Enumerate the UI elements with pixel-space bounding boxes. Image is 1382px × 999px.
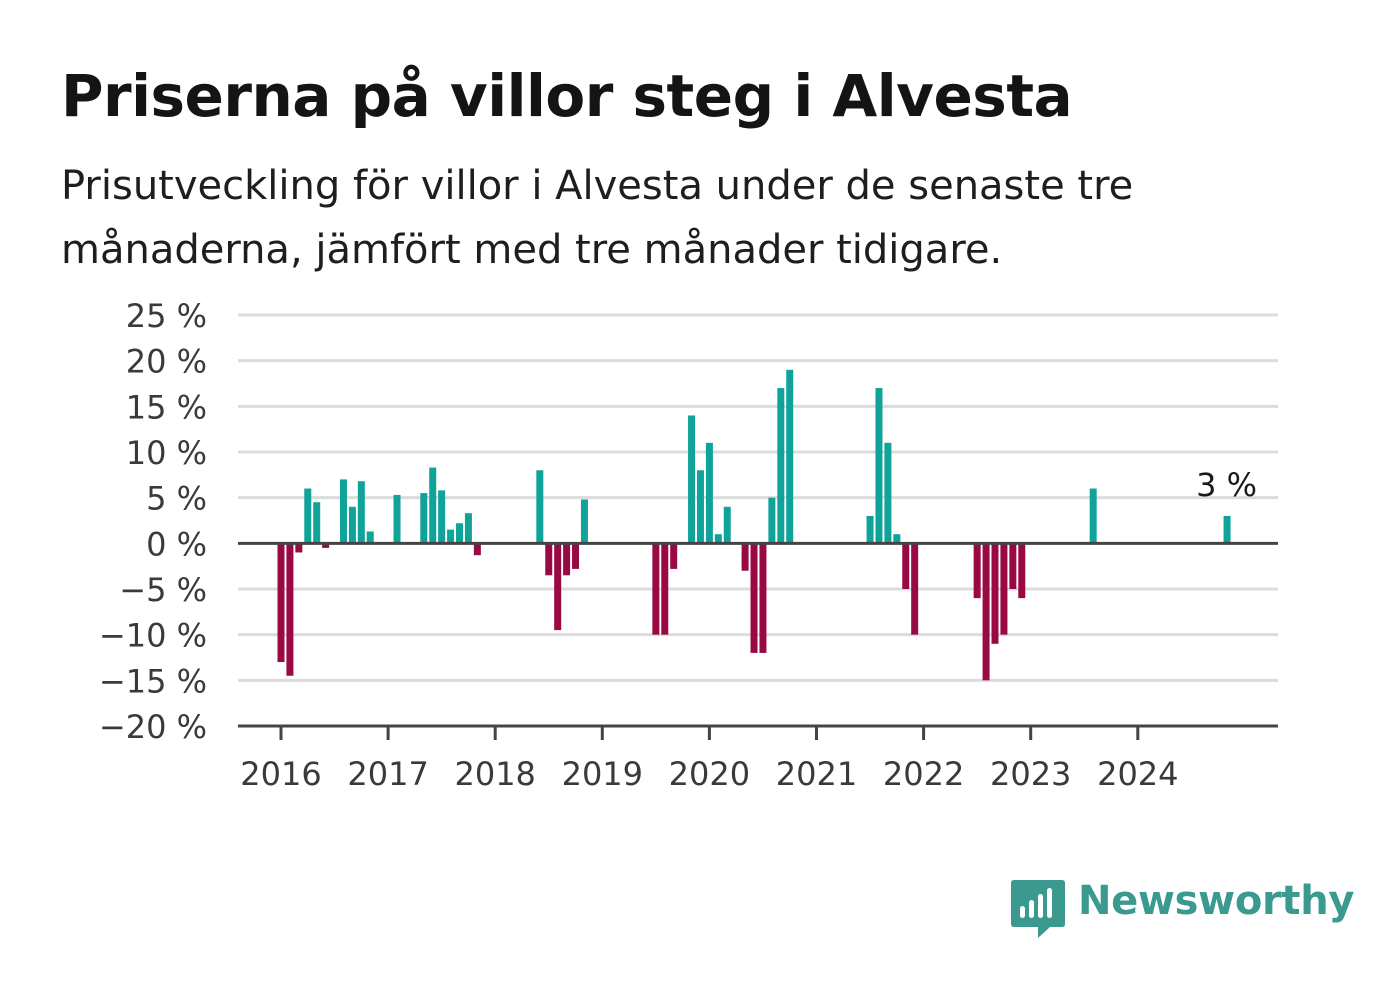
bar bbox=[438, 490, 446, 544]
bar bbox=[786, 369, 794, 544]
y-tick-label: −5 % bbox=[119, 571, 207, 609]
y-tick-label: 5 % bbox=[146, 480, 207, 518]
x-tick-label: 2018 bbox=[454, 755, 535, 793]
y-tick-label: −15 % bbox=[99, 662, 207, 700]
axes bbox=[238, 541, 1278, 740]
bar bbox=[661, 543, 669, 635]
bar bbox=[696, 470, 704, 544]
x-tick-label: 2024 bbox=[1097, 755, 1178, 793]
y-tick-label: 15 % bbox=[126, 388, 207, 426]
bar bbox=[911, 543, 919, 635]
y-tick-label: 0 % bbox=[146, 525, 207, 563]
bar bbox=[1018, 543, 1026, 599]
bar bbox=[348, 506, 356, 544]
x-tick-label: 2016 bbox=[240, 755, 321, 793]
x-tick-label: 2022 bbox=[883, 755, 964, 793]
x-tick-label: 2023 bbox=[990, 755, 1071, 793]
bar bbox=[580, 499, 588, 544]
bar bbox=[741, 543, 749, 571]
bar bbox=[563, 543, 571, 576]
bar bbox=[554, 543, 562, 631]
bar bbox=[313, 502, 321, 544]
bar bbox=[536, 470, 544, 544]
bar bbox=[884, 442, 892, 544]
bar bbox=[973, 543, 981, 599]
chart-subtitle: Prisutveckling för villor i Alvesta unde… bbox=[61, 163, 1134, 273]
brand-name: Newsworthy bbox=[1078, 878, 1355, 924]
bar bbox=[1009, 543, 1017, 589]
bar bbox=[652, 543, 660, 635]
bar bbox=[714, 534, 722, 544]
bar bbox=[759, 543, 767, 653]
bar bbox=[366, 531, 374, 544]
bar bbox=[304, 488, 312, 544]
y-axis-labels: 25 % 20 % 15 % 10 % 5 % 0 % −5 % −10 % −15 % −20 … bbox=[99, 297, 207, 746]
gridlines bbox=[238, 313, 1278, 682]
bar bbox=[286, 543, 294, 676]
x-tick-label: 2017 bbox=[347, 755, 428, 793]
bars bbox=[277, 369, 1231, 681]
bar bbox=[1223, 515, 1231, 544]
bar bbox=[688, 415, 696, 544]
bar bbox=[322, 543, 330, 548]
bar bbox=[447, 529, 455, 544]
x-tick-label: 2019 bbox=[562, 755, 643, 793]
y-tick-label: −10 % bbox=[99, 617, 207, 655]
y-tick-label: −20 % bbox=[99, 708, 207, 746]
bar bbox=[277, 543, 285, 663]
y-tick-label: 20 % bbox=[126, 343, 207, 381]
x-tick-label: 2021 bbox=[776, 755, 857, 793]
bar bbox=[777, 388, 785, 544]
bar bbox=[429, 467, 437, 544]
bar bbox=[750, 543, 758, 653]
bar bbox=[464, 513, 472, 544]
bar bbox=[295, 543, 303, 553]
bar bbox=[572, 543, 580, 569]
bar bbox=[357, 481, 365, 544]
x-axis-labels: 2016 2017 2018 2019 2020 2021 2022 2023 2024 bbox=[240, 755, 1178, 793]
bar bbox=[875, 388, 883, 544]
bar bbox=[768, 497, 776, 544]
x-tick-label: 2020 bbox=[669, 755, 750, 793]
y-tick-label: 10 % bbox=[126, 434, 207, 472]
bar bbox=[902, 543, 910, 589]
bar bbox=[723, 506, 731, 544]
bar bbox=[1000, 543, 1008, 635]
bar bbox=[393, 494, 401, 544]
bar bbox=[866, 515, 874, 544]
y-tick-label: 25 % bbox=[126, 297, 207, 335]
latest-value-label: 3 % bbox=[1196, 466, 1257, 504]
chart-title: Priserna på villor steg i Alvesta bbox=[61, 62, 1073, 130]
annotations: 3 % bbox=[1196, 466, 1257, 504]
bar bbox=[545, 543, 553, 576]
bar bbox=[1089, 488, 1097, 544]
bar bbox=[339, 479, 347, 544]
bar bbox=[991, 543, 999, 644]
newsworthy-logo-icon bbox=[1011, 880, 1065, 938]
bar bbox=[982, 543, 990, 681]
bar bbox=[456, 523, 463, 544]
bar bbox=[705, 442, 713, 544]
bar bbox=[420, 493, 428, 544]
bar bbox=[893, 534, 901, 544]
bar bbox=[473, 543, 481, 556]
bar bbox=[670, 543, 678, 569]
